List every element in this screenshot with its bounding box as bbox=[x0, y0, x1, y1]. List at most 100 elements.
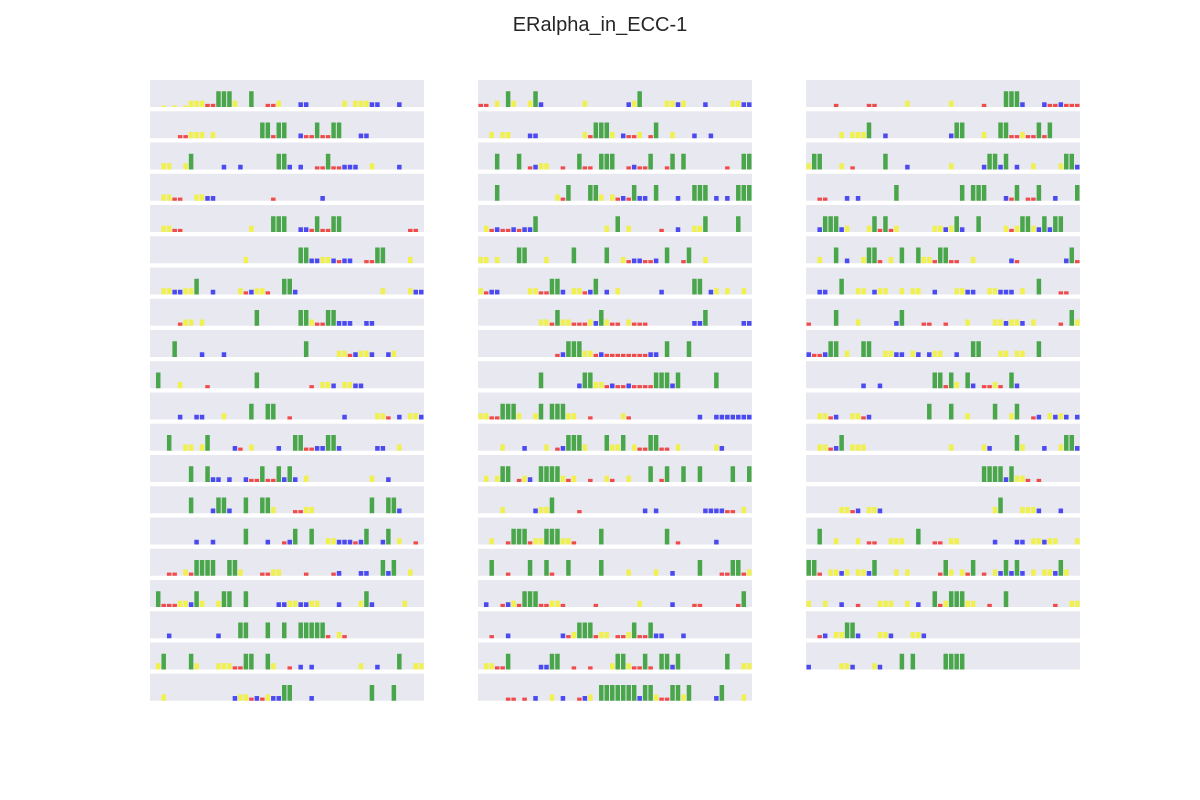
bar-A bbox=[610, 153, 615, 170]
bar-C bbox=[566, 538, 571, 545]
bar-A bbox=[604, 435, 610, 451]
bar-A bbox=[817, 153, 822, 170]
bar-C bbox=[527, 100, 533, 107]
bar-C bbox=[221, 413, 227, 420]
bar-T bbox=[505, 602, 511, 607]
panel-grid bbox=[150, 80, 1080, 701]
bar-C bbox=[1020, 444, 1025, 451]
bar-C bbox=[620, 413, 626, 420]
bar-G bbox=[577, 322, 582, 326]
bar-A bbox=[369, 497, 375, 514]
bar-T bbox=[861, 383, 866, 389]
bar-A bbox=[577, 622, 582, 639]
bar-C bbox=[839, 506, 844, 514]
bar-T bbox=[817, 289, 822, 295]
bar-T bbox=[730, 414, 736, 420]
bar-C bbox=[1047, 413, 1053, 420]
bar-A bbox=[309, 528, 314, 545]
bar-A bbox=[599, 560, 604, 576]
bar-C bbox=[369, 475, 375, 482]
bar-A bbox=[615, 685, 620, 701]
motif-panel bbox=[806, 267, 1080, 295]
bar-C bbox=[478, 413, 483, 420]
bar-G bbox=[659, 447, 664, 451]
bar-T bbox=[1020, 539, 1025, 545]
bar-G bbox=[620, 353, 626, 357]
bar-T bbox=[342, 258, 347, 264]
bar-G bbox=[309, 135, 314, 139]
bar-T bbox=[653, 633, 659, 639]
bar-T bbox=[358, 383, 364, 389]
bar-C bbox=[992, 506, 998, 514]
bar-G bbox=[615, 635, 620, 639]
bar-G bbox=[500, 603, 505, 607]
bar-G bbox=[325, 228, 331, 232]
bar-T bbox=[839, 571, 844, 576]
bar-C bbox=[599, 194, 604, 201]
panel-background bbox=[150, 142, 424, 170]
bar-C bbox=[910, 288, 916, 295]
bar-G bbox=[1053, 103, 1058, 107]
bar-G bbox=[932, 541, 938, 545]
bar-A bbox=[1003, 122, 1009, 139]
bar-A bbox=[620, 435, 626, 451]
bar-C bbox=[538, 538, 544, 545]
bar-T bbox=[494, 227, 500, 233]
bar-G bbox=[314, 322, 320, 326]
motif-panel bbox=[478, 330, 752, 357]
bar-T bbox=[232, 696, 238, 701]
motif-panel bbox=[806, 548, 1080, 576]
bar-G bbox=[855, 603, 861, 607]
bar-A bbox=[965, 372, 970, 389]
bar-C bbox=[538, 319, 544, 326]
bar-A bbox=[844, 622, 850, 639]
bar-A bbox=[188, 653, 194, 670]
motif-panel bbox=[150, 298, 424, 326]
bar-C bbox=[161, 225, 166, 232]
bar-A bbox=[664, 653, 670, 670]
bar-A bbox=[331, 310, 336, 326]
bar-T bbox=[998, 289, 1003, 295]
bar-T bbox=[883, 133, 888, 139]
bar-G bbox=[921, 322, 927, 326]
bar-C bbox=[320, 256, 325, 264]
bar-G bbox=[303, 447, 309, 451]
bar-G bbox=[642, 260, 648, 264]
bar-T bbox=[227, 477, 232, 482]
bar-G bbox=[336, 166, 342, 170]
bar-T bbox=[1058, 102, 1064, 108]
bar-T bbox=[725, 196, 730, 201]
bar-G bbox=[571, 322, 577, 326]
bar-A bbox=[188, 153, 194, 170]
bar-A bbox=[648, 466, 653, 482]
bar-A bbox=[325, 310, 331, 326]
bar-T bbox=[375, 446, 380, 451]
bar-C bbox=[494, 475, 500, 482]
bar-T bbox=[331, 383, 336, 389]
bar-A bbox=[992, 403, 998, 420]
bar-G bbox=[265, 103, 271, 107]
bar-G bbox=[489, 228, 494, 232]
bar-T bbox=[364, 571, 369, 576]
bar-A bbox=[599, 310, 604, 326]
bar-C bbox=[664, 100, 670, 107]
bar-T bbox=[659, 633, 664, 639]
bar-T bbox=[309, 696, 314, 701]
motif-panel bbox=[806, 392, 1080, 420]
bar-C bbox=[610, 131, 615, 139]
bar-C bbox=[489, 663, 494, 670]
bar-G bbox=[642, 447, 648, 451]
motif-panel bbox=[478, 580, 752, 607]
bar-G bbox=[1014, 135, 1020, 139]
bar-T bbox=[533, 133, 538, 139]
bar-C bbox=[593, 381, 599, 389]
bar-C bbox=[364, 350, 369, 357]
bar-G bbox=[637, 322, 642, 326]
bar-T bbox=[954, 352, 959, 357]
bar-A bbox=[391, 685, 397, 701]
bar-C bbox=[571, 413, 577, 420]
bar-C bbox=[894, 225, 899, 232]
bar-T bbox=[298, 664, 303, 670]
bar-C bbox=[855, 538, 861, 545]
